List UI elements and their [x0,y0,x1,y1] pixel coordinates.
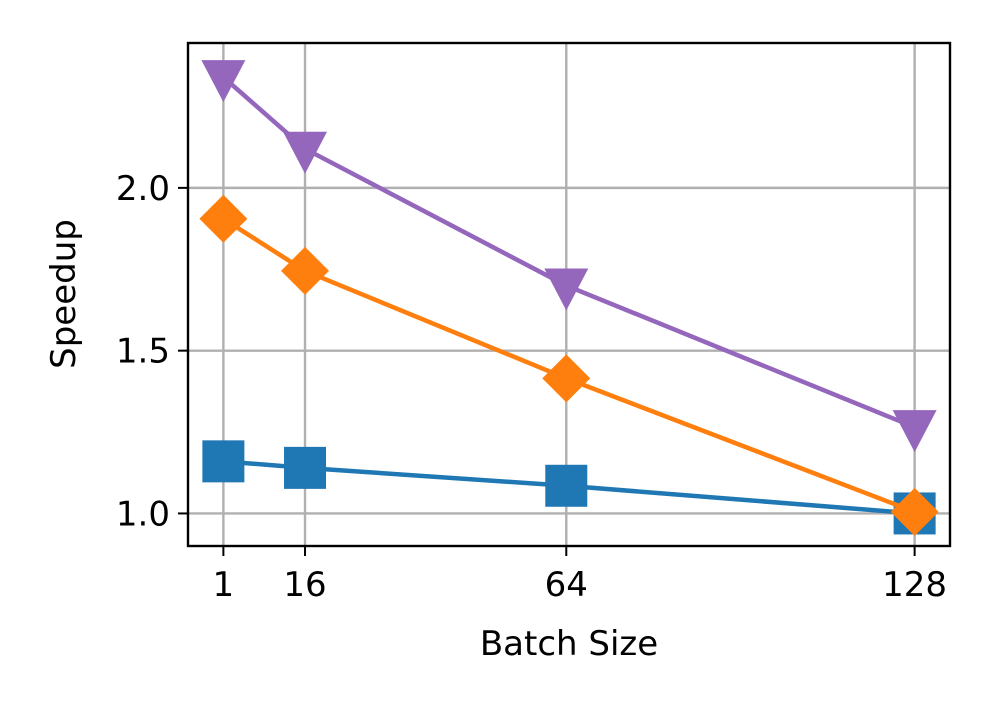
x-axis-label: Batch Size [480,624,658,664]
series-square [202,440,936,535]
diamond-marker [542,354,591,403]
ticks: 1 16 64 128 1.0 1.5 2.0 [116,169,947,605]
triangle-marker [544,268,589,311]
square-marker [202,440,245,483]
plot-frame [186,41,952,548]
series-line [222,216,916,514]
square-marker [284,446,327,489]
diamond-marker [890,487,939,536]
x-tick-label: 64 [545,565,588,605]
series-line [223,459,915,516]
square-marker [545,464,588,507]
y-tick-label: 2.0 [116,169,170,209]
diamond-marker [281,246,330,295]
series-line [221,75,916,430]
x-tick-label: 128 [882,565,947,605]
x-tick-label: 1 [213,565,235,605]
y-tick-label: 1.5 [116,332,170,372]
triangle-marker [892,410,937,453]
triangle-marker [201,60,246,103]
x-tick-label: 16 [283,565,326,605]
series-triangle-down [201,60,937,453]
series-layer [199,60,939,536]
series-diamond [199,194,939,536]
y-axis-label: Speedup [44,219,84,369]
triangle-marker [283,131,328,174]
grid [188,43,950,546]
y-tick-label: 1.0 [116,494,170,534]
diamond-marker [199,194,248,243]
